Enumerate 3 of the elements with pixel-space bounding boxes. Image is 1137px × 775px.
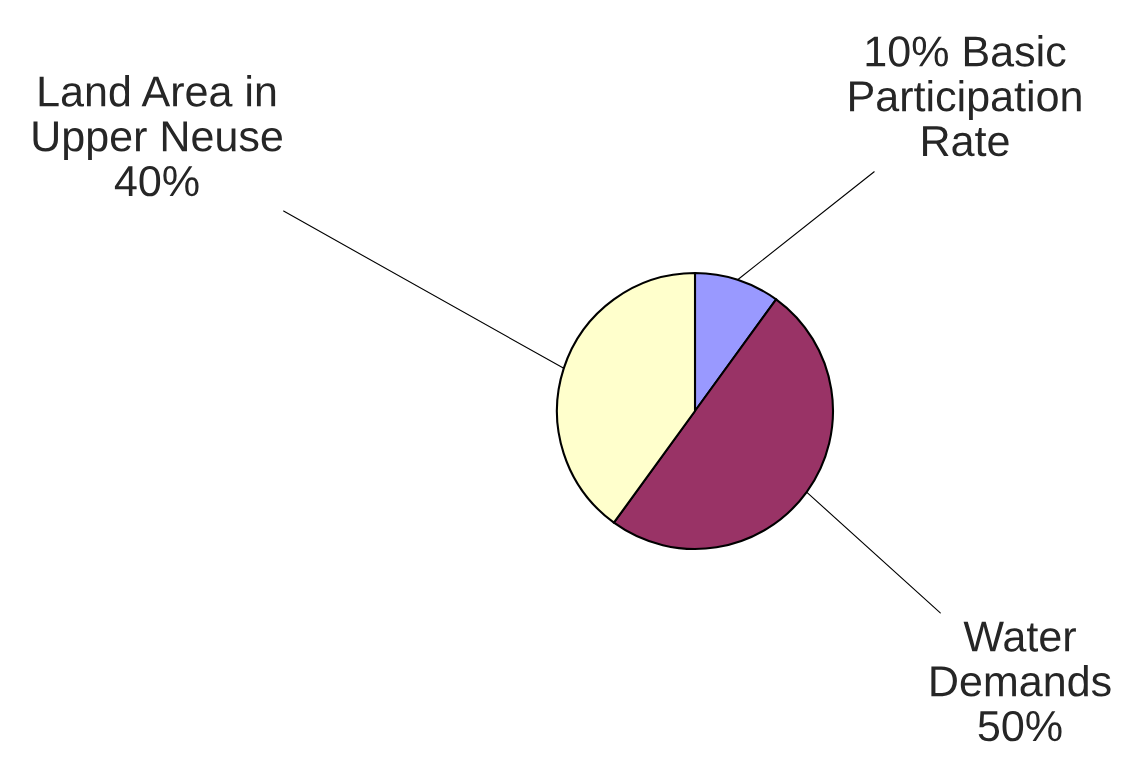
slice-label: Water Demands 50%: [931, 621, 1111, 742]
slice-label: Land Area in Upper Neuse 40%: [33, 75, 282, 197]
slice-label: 10% Basic Participation Rate: [850, 35, 1081, 157]
